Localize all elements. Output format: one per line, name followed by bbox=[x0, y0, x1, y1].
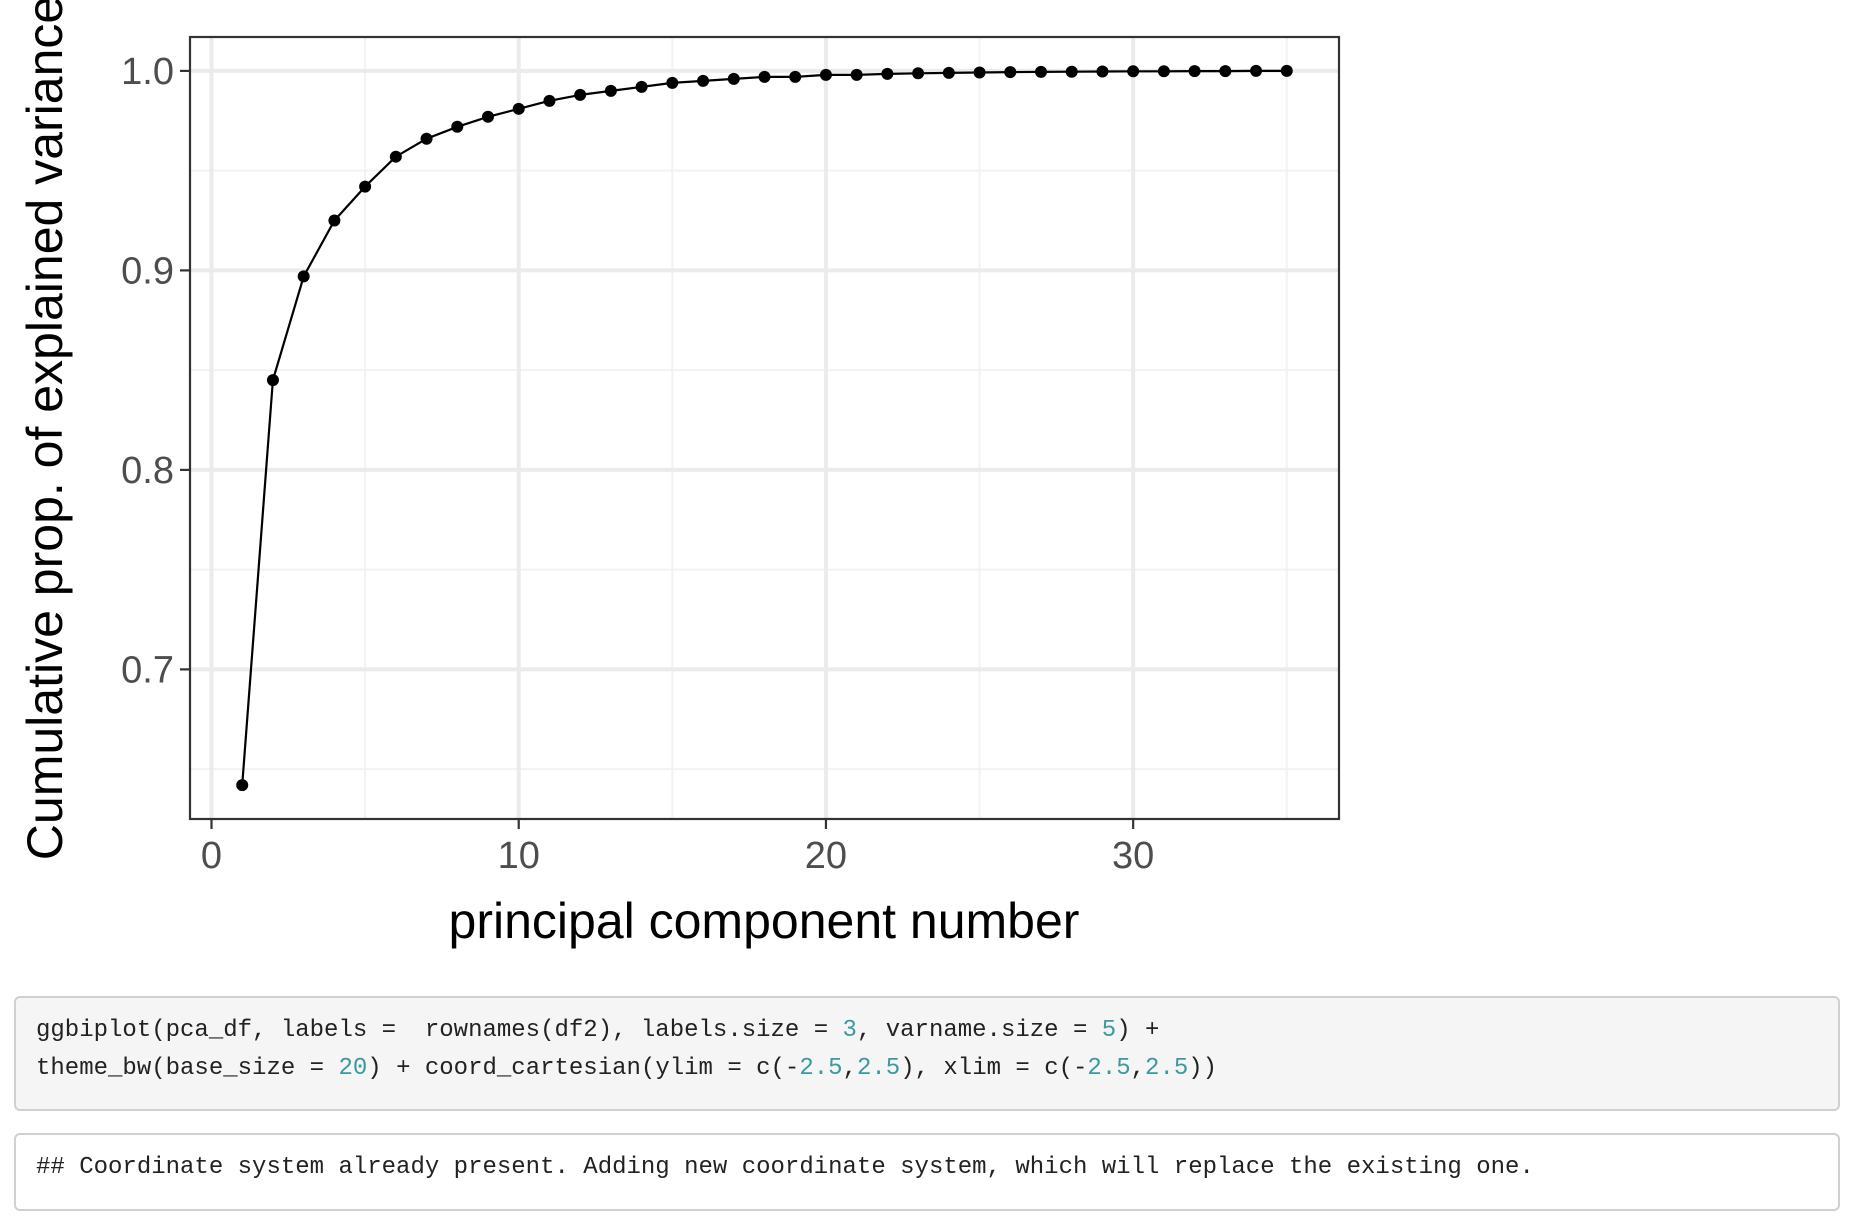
code-token: ) + coord_cartesian(ylim = c(- bbox=[367, 1055, 800, 1082]
y-axis-title: Cumulative prop. of explained variance bbox=[17, 0, 73, 860]
code-token: , bbox=[842, 1055, 857, 1082]
code-number: 2.5 bbox=[799, 1055, 843, 1082]
data-point bbox=[973, 66, 986, 79]
data-point bbox=[389, 150, 402, 163]
panel-background bbox=[190, 37, 1339, 819]
x-tick-label: 10 bbox=[498, 835, 540, 877]
code-number: 2.5 bbox=[1087, 1055, 1131, 1082]
console-message: ## Coordinate system already present. Ad… bbox=[36, 1154, 1534, 1181]
data-point bbox=[819, 68, 832, 81]
code-number: 20 bbox=[338, 1055, 368, 1082]
code-number: 2.5 bbox=[856, 1055, 901, 1082]
data-point bbox=[420, 132, 433, 145]
data-point bbox=[1004, 66, 1017, 79]
data-point bbox=[1188, 65, 1201, 78]
data-point bbox=[697, 74, 710, 87]
data-point bbox=[482, 110, 495, 123]
series-layer bbox=[236, 64, 1293, 792]
data-point bbox=[789, 70, 802, 83]
data-point bbox=[297, 270, 310, 283]
data-point bbox=[328, 214, 341, 227]
code-number: 3 bbox=[842, 1017, 857, 1044]
y-tick-label: 0.8 bbox=[121, 450, 174, 492]
code-token: theme_bw(base_size = bbox=[36, 1055, 339, 1082]
x-tick-label: 20 bbox=[805, 835, 847, 877]
data-point bbox=[359, 180, 372, 193]
data-point bbox=[574, 88, 587, 101]
code-number: 5 bbox=[1101, 1017, 1117, 1044]
x-axis: 0 10 20 30 bbox=[201, 819, 1154, 877]
code-token: ) + bbox=[1116, 1017, 1160, 1044]
data-point bbox=[543, 94, 556, 107]
y-tick-label: 1.0 bbox=[121, 51, 174, 93]
code-token: , bbox=[1130, 1055, 1146, 1082]
data-point bbox=[1250, 64, 1263, 77]
data-point bbox=[1280, 64, 1293, 77]
data-point bbox=[266, 374, 279, 387]
data-point bbox=[912, 67, 925, 80]
data-point bbox=[604, 84, 617, 97]
code-output-block: ## Coordinate system already present. Ad… bbox=[14, 1133, 1840, 1211]
variance-chart: 0 10 20 30 0.7 0.8 0.9 1.0 principal component… bbox=[17, 0, 1341, 949]
data-point bbox=[666, 76, 679, 89]
code-line: theme_bw(base_size = 20) + coord_cartesi… bbox=[36, 1050, 1818, 1088]
code-token: ggbiplot(pca_df, labels = rownames(df2),… bbox=[36, 1017, 843, 1044]
data-point bbox=[727, 72, 740, 85]
data-point bbox=[1219, 65, 1232, 78]
data-point bbox=[881, 67, 894, 80]
data-point bbox=[850, 68, 863, 81]
code-line: ggbiplot(pca_df, labels = rownames(df2),… bbox=[36, 1012, 1818, 1050]
code-token: , varname.size = bbox=[856, 1017, 1102, 1044]
data-point bbox=[942, 66, 955, 79]
grid-minor bbox=[190, 37, 1339, 819]
code-number: 2.5 bbox=[1145, 1055, 1189, 1082]
data-point bbox=[1127, 65, 1140, 78]
data-point bbox=[1157, 65, 1170, 78]
data-point bbox=[512, 102, 525, 115]
data-point bbox=[1065, 65, 1078, 78]
code-token: )) bbox=[1188, 1055, 1218, 1082]
code-input-block: ggbiplot(pca_df, labels = rownames(df2),… bbox=[14, 996, 1840, 1111]
x-axis-title: principal component number bbox=[449, 893, 1080, 949]
x-tick-label: 30 bbox=[1112, 835, 1154, 877]
code-token: ), xlim = c(- bbox=[900, 1055, 1088, 1082]
data-point bbox=[758, 70, 771, 83]
grid-major bbox=[190, 37, 1339, 819]
data-point bbox=[451, 120, 464, 133]
y-axis: 0.7 0.8 0.9 1.0 bbox=[121, 51, 190, 691]
data-point bbox=[635, 80, 648, 93]
x-tick-label: 0 bbox=[201, 835, 222, 877]
data-point bbox=[1096, 65, 1109, 78]
y-tick-label: 0.9 bbox=[121, 250, 174, 292]
data-point bbox=[1034, 65, 1047, 78]
data-point bbox=[236, 779, 249, 792]
panel-border bbox=[188, 35, 1341, 821]
y-tick-label: 0.7 bbox=[121, 649, 174, 691]
